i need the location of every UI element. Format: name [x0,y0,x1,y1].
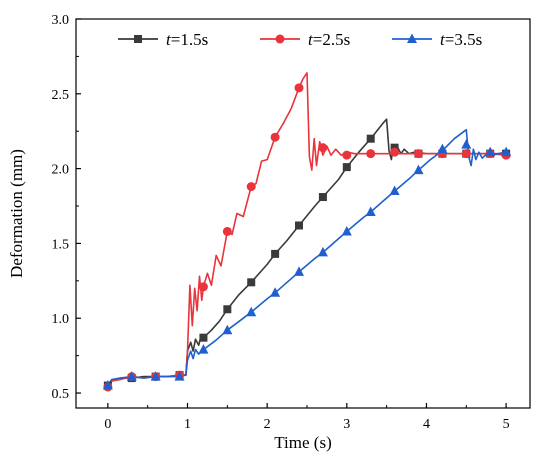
data-point-series-3 [365,206,376,217]
data-point-series-1 [223,305,232,314]
legend-label-variable: t [166,30,172,49]
legend-marker-3 [407,33,417,43]
legend-marker-1 [134,35,142,43]
x-axis-label: Time (s) [274,433,331,452]
x-tick-label: 0 [104,417,111,432]
legend-label-value: =2.5s [313,30,350,49]
x-tick-label: 1 [184,417,191,432]
data-point-series-2 [366,149,376,159]
data-point-series-2 [270,132,280,142]
data-point-series-3 [294,266,305,276]
series-line-2 [107,72,507,388]
legend-label-variable: t [308,30,314,49]
legend-marker-2 [275,34,285,44]
data-point-series-3 [174,371,185,381]
y-axis-label: Deformation (mm) [7,149,26,278]
data-point-series-1 [318,193,327,202]
data-point-series-2 [413,149,423,159]
data-point-series-3 [501,146,512,157]
data-point-series-1 [342,163,351,172]
y-axis-ticks: 0.5 1.0 1.5 2.0 2.5 3.0 [52,13,81,402]
legend-label-1: t=1.5s [166,30,208,49]
y-tick-label: 2.0 [52,163,70,178]
x-tick-label: 4 [423,417,430,432]
data-point-series-3 [222,324,233,335]
data-point-series-1 [366,134,375,143]
data-point-series-2 [294,83,304,93]
data-point-series-1 [199,333,208,342]
data-point-series-3 [150,371,161,381]
data-point-series-3 [102,380,113,390]
data-point-series-3 [413,164,424,175]
x-axis-ticks: 0 1 2 3 4 5 [104,403,510,432]
x-tick-label: 2 [264,417,271,432]
data-point-series-1 [295,221,304,230]
data-point-series-3 [341,225,352,236]
data-point-series-2 [222,226,232,236]
y-tick-label: 1.0 [52,312,70,327]
data-point-series-3 [198,344,209,354]
data-point-series-2 [318,143,328,153]
data-point-series-3 [437,143,448,154]
data-point-series-3 [126,371,137,381]
legend-label-value: =3.5s [445,30,482,49]
series-markers [102,83,512,392]
y-tick-label: 1.5 [52,237,70,252]
x-tick-label: 5 [503,417,510,432]
data-point-series-3 [461,139,472,149]
data-point-series-3 [246,306,257,317]
data-point-series-3 [485,146,496,157]
x-tick-label: 3 [343,417,350,432]
data-point-series-2 [390,147,400,157]
legend-label-3: t=3.5s [440,30,482,49]
legend-label-variable: t [440,30,446,49]
y-tick-label: 2.5 [52,88,70,103]
data-point-series-2 [246,182,256,192]
data-point-series-2 [461,149,471,159]
data-point-series-1 [247,278,256,287]
y-tick-label: 3.0 [52,13,70,28]
legend-label-2: t=2.5s [308,30,350,49]
data-point-series-2 [342,150,352,160]
y-tick-label: 0.5 [52,387,70,402]
plot-frame [75,18,531,409]
legend-label-value: =1.5s [171,30,208,49]
data-point-series-3 [389,185,400,196]
data-point-series-2 [198,282,208,292]
data-point-series-3 [270,287,281,297]
data-point-series-1 [271,249,280,258]
legend: t=1.5s t=2.5s t=3.5s [118,30,482,49]
data-point-series-3 [317,246,328,257]
